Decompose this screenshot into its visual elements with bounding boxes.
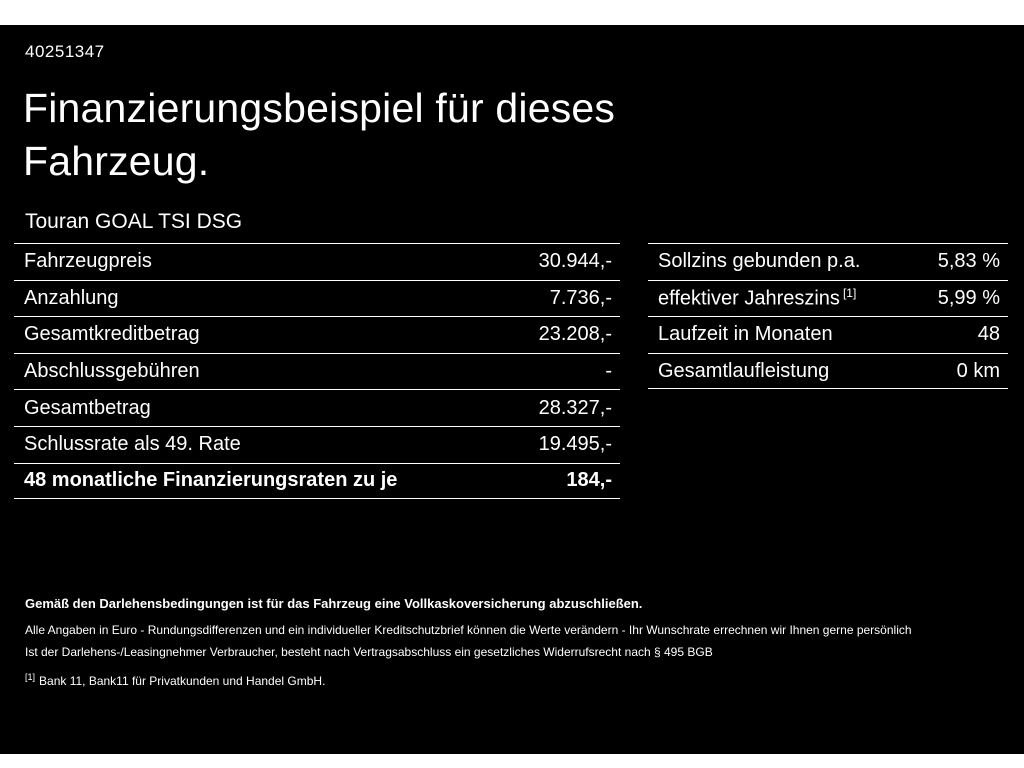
insurance-note: Gemäß den Darlehensbedingungen ist für d… (25, 596, 643, 611)
row-value: 19.495,- (538, 433, 612, 456)
financing-table-left: Fahrzeugpreis 30.944,- Anzahlung 7.736,-… (14, 243, 620, 500)
row-value: 48 (977, 323, 1000, 346)
row-label: Gesamtkreditbetrag (24, 323, 200, 346)
table-row-gesamtkreditbetrag: Gesamtkreditbetrag 23.208,- (14, 316, 620, 353)
table-row-anzahlung: Anzahlung 7.736,- (14, 279, 620, 317)
footnote-reference: [1] (842, 286, 857, 301)
footnote-marker: [1] (25, 672, 36, 682)
row-label: 48 monatliche Finanzierungsraten zu je (24, 469, 398, 492)
row-value: - (605, 360, 612, 383)
footer-notes: Gemäß den Darlehensbedingungen ist für d… (25, 596, 1012, 696)
table-row-monatsrate: 48 monatliche Finanzierungsraten zu je 1… (14, 462, 620, 500)
table-row-laufzeit: Laufzeit in Monaten 48 (648, 316, 1008, 353)
page-title-line2: Fahrzeug. (23, 138, 210, 184)
note-euro-rounding: Alle Angaben in Euro - Rundungsdifferenz… (25, 623, 912, 637)
table-row-abschlussgebuehren: Abschlussgebühren - (14, 352, 620, 390)
row-value: 5,83 % (937, 250, 1000, 273)
row-label: Laufzeit in Monaten (658, 323, 833, 346)
vehicle-id: 40251347 (25, 42, 105, 61)
vehicle-model: Touran GOAL TSI DSG (25, 210, 243, 233)
row-value: 28.327,- (538, 396, 612, 419)
table-row-gesamtbetrag: Gesamtbetrag 28.327,- (14, 389, 620, 426)
row-label: Schlussrate als 49. Rate (24, 433, 241, 456)
row-value: 184,- (566, 469, 612, 492)
note-widerrufsrecht: Ist der Darlehens-/Leasingnehmer Verbrau… (25, 645, 713, 659)
row-label: Fahrzeugpreis (24, 250, 152, 273)
table-row-schlussrate: Schlussrate als 49. Rate 19.495,- (14, 425, 620, 463)
row-label: Gesamtlaufleistung (658, 359, 830, 382)
row-label: Abschlussgebühren (24, 360, 200, 383)
page-title: Finanzierungsbeispiel für dieses Fahrzeug… (23, 82, 615, 188)
row-value: 23.208,- (538, 323, 612, 346)
table-row-sollzins: Sollzins gebunden p.a. 5,83 % (648, 243, 1008, 280)
bottom-border (0, 754, 1024, 768)
row-value: 5,99 % (937, 286, 1000, 309)
footnote-bank: [1] Bank 11, Bank11 für Privatkunden und … (25, 670, 1012, 689)
row-label: Sollzins gebunden p.a. (658, 250, 861, 273)
row-label-text: effektiver Jahreszins (658, 287, 840, 310)
row-value: 30.944,- (538, 250, 612, 273)
row-label: Gesamtbetrag (24, 396, 151, 419)
financing-table-right: Sollzins gebunden p.a. 5,83 % effektiver… (648, 243, 1008, 390)
row-label: Anzahlung (24, 286, 119, 309)
footnote-text: Bank 11, Bank11 für Privatkunden und Han… (39, 674, 326, 688)
table-row-fahrzeugpreis: Fahrzeugpreis 30.944,- (14, 243, 620, 280)
top-border (0, 0, 1024, 25)
page-title-line1: Finanzierungsbeispiel für dieses (23, 85, 616, 131)
table-row-effektiver-jahreszins: effektiver Jahreszins [1] 5,99 % (648, 279, 1008, 317)
table-row-gesamtlaufleistung: Gesamtlaufleistung 0 km (648, 352, 1008, 390)
row-label: effektiver Jahreszins [1] (658, 286, 856, 311)
row-value: 0 km (956, 359, 1000, 382)
row-value: 7.736,- (549, 286, 612, 309)
